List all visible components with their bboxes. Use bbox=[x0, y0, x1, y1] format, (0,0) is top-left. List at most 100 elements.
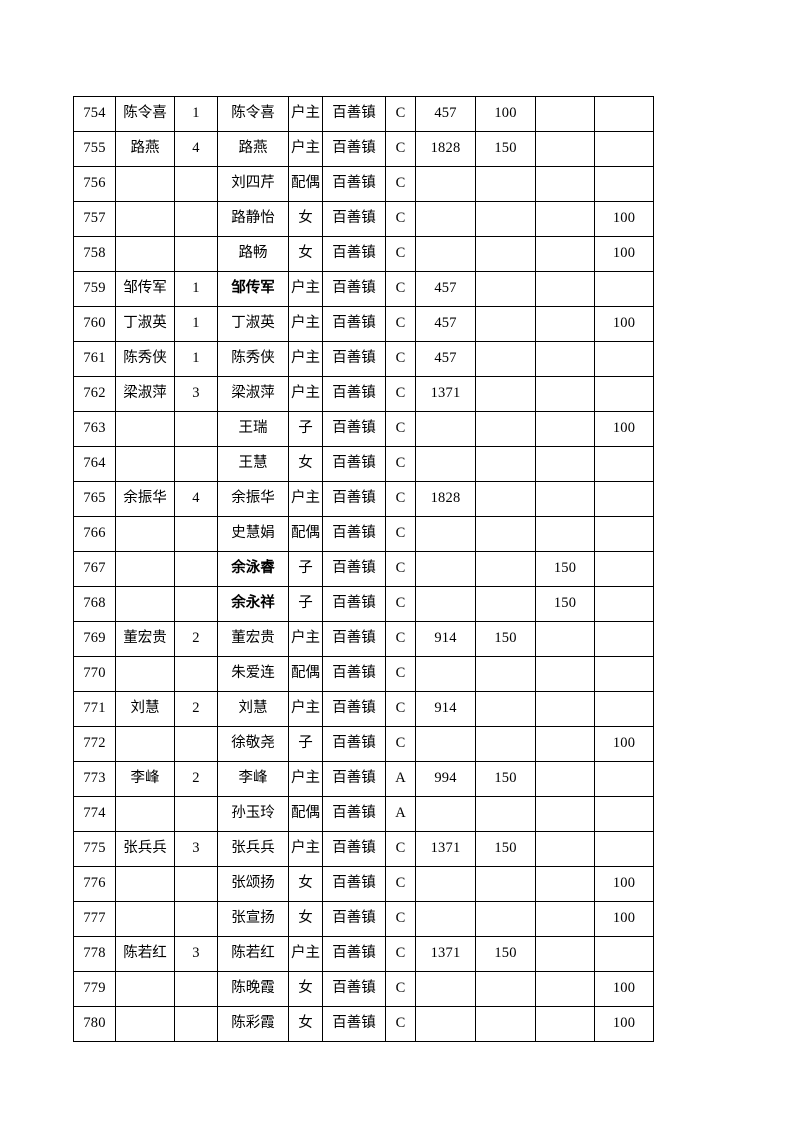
cell-town[interactable]: 百善镇 bbox=[322, 306, 386, 342]
cell-household-head[interactable]: 余振华 bbox=[115, 481, 175, 517]
cell-amount-a[interactable]: 457 bbox=[415, 306, 476, 342]
cell-category[interactable]: C bbox=[385, 411, 416, 447]
cell-seq[interactable]: 759 bbox=[73, 271, 116, 307]
cell-relation[interactable]: 户主 bbox=[288, 831, 323, 867]
cell-relation[interactable]: 子 bbox=[288, 586, 323, 622]
cell-seq[interactable]: 778 bbox=[73, 936, 116, 972]
cell-amount-a[interactable]: 994 bbox=[415, 761, 476, 797]
cell-town[interactable]: 百善镇 bbox=[322, 271, 386, 307]
cell-amount-a[interactable] bbox=[415, 411, 476, 447]
cell-amount-c[interactable] bbox=[535, 411, 595, 447]
cell-category[interactable]: C bbox=[385, 96, 416, 132]
cell-amount-c[interactable] bbox=[535, 341, 595, 377]
cell-amount-c[interactable] bbox=[535, 131, 595, 167]
cell-town[interactable]: 百善镇 bbox=[322, 971, 386, 1007]
cell-town[interactable]: 百善镇 bbox=[322, 131, 386, 167]
cell-amount-a[interactable] bbox=[415, 866, 476, 902]
cell-relation[interactable]: 户主 bbox=[288, 691, 323, 727]
cell-household-head[interactable]: 陈令喜 bbox=[115, 96, 175, 132]
cell-seq[interactable]: 780 bbox=[73, 1006, 116, 1042]
cell-member-name[interactable]: 陈彩霞 bbox=[217, 1006, 289, 1042]
cell-seq[interactable]: 762 bbox=[73, 376, 116, 412]
cell-seq[interactable]: 779 bbox=[73, 971, 116, 1007]
cell-household-size[interactable] bbox=[174, 901, 218, 937]
cell-member-name[interactable]: 张宣扬 bbox=[217, 901, 289, 937]
cell-member-name[interactable]: 陈秀侠 bbox=[217, 341, 289, 377]
cell-relation[interactable]: 户主 bbox=[288, 481, 323, 517]
cell-amount-a[interactable] bbox=[415, 656, 476, 692]
cell-amount-d[interactable] bbox=[594, 481, 654, 517]
cell-member-name[interactable]: 余泳睿 bbox=[217, 551, 289, 587]
cell-amount-d[interactable] bbox=[594, 761, 654, 797]
cell-amount-a[interactable]: 914 bbox=[415, 621, 476, 657]
cell-relation[interactable]: 户主 bbox=[288, 936, 323, 972]
cell-amount-d[interactable]: 100 bbox=[594, 201, 654, 237]
cell-seq[interactable]: 772 bbox=[73, 726, 116, 762]
cell-town[interactable]: 百善镇 bbox=[322, 796, 386, 832]
cell-household-head[interactable]: 邹传军 bbox=[115, 271, 175, 307]
cell-category[interactable]: C bbox=[385, 481, 416, 517]
cell-amount-c[interactable] bbox=[535, 726, 595, 762]
cell-amount-b[interactable] bbox=[475, 166, 536, 202]
cell-member-name[interactable]: 梁淑萍 bbox=[217, 376, 289, 412]
cell-household-size[interactable] bbox=[174, 236, 218, 272]
cell-household-size[interactable]: 4 bbox=[174, 481, 218, 517]
cell-household-head[interactable] bbox=[115, 796, 175, 832]
cell-town[interactable]: 百善镇 bbox=[322, 901, 386, 937]
cell-household-size[interactable] bbox=[174, 796, 218, 832]
cell-member-name[interactable]: 刘慧 bbox=[217, 691, 289, 727]
cell-seq[interactable]: 766 bbox=[73, 516, 116, 552]
cell-category[interactable]: C bbox=[385, 446, 416, 482]
cell-amount-b[interactable] bbox=[475, 796, 536, 832]
cell-household-head[interactable] bbox=[115, 866, 175, 902]
cell-relation[interactable]: 配偶 bbox=[288, 656, 323, 692]
cell-category[interactable]: C bbox=[385, 656, 416, 692]
cell-member-name[interactable]: 邹传军 bbox=[217, 271, 289, 307]
cell-relation[interactable]: 女 bbox=[288, 446, 323, 482]
cell-amount-a[interactable] bbox=[415, 236, 476, 272]
cell-household-head[interactable] bbox=[115, 446, 175, 482]
cell-household-size[interactable]: 3 bbox=[174, 936, 218, 972]
cell-seq[interactable]: 761 bbox=[73, 341, 116, 377]
cell-category[interactable]: C bbox=[385, 271, 416, 307]
cell-household-head[interactable] bbox=[115, 901, 175, 937]
cell-amount-d[interactable] bbox=[594, 131, 654, 167]
cell-amount-b[interactable]: 150 bbox=[475, 831, 536, 867]
cell-relation[interactable]: 户主 bbox=[288, 96, 323, 132]
cell-relation[interactable]: 配偶 bbox=[288, 516, 323, 552]
cell-category[interactable]: C bbox=[385, 621, 416, 657]
cell-relation[interactable]: 子 bbox=[288, 726, 323, 762]
cell-member-name[interactable]: 陈晚霞 bbox=[217, 971, 289, 1007]
cell-amount-a[interactable] bbox=[415, 586, 476, 622]
cell-household-size[interactable]: 4 bbox=[174, 131, 218, 167]
cell-amount-c[interactable]: 150 bbox=[535, 551, 595, 587]
cell-amount-b[interactable]: 150 bbox=[475, 936, 536, 972]
cell-amount-d[interactable] bbox=[594, 936, 654, 972]
cell-member-name[interactable]: 徐敬尧 bbox=[217, 726, 289, 762]
cell-seq[interactable]: 777 bbox=[73, 901, 116, 937]
cell-household-size[interactable]: 1 bbox=[174, 306, 218, 342]
cell-category[interactable]: C bbox=[385, 236, 416, 272]
cell-household-size[interactable] bbox=[174, 1006, 218, 1042]
cell-town[interactable]: 百善镇 bbox=[322, 341, 386, 377]
cell-amount-c[interactable] bbox=[535, 481, 595, 517]
cell-category[interactable]: C bbox=[385, 971, 416, 1007]
cell-relation[interactable]: 女 bbox=[288, 201, 323, 237]
cell-amount-d[interactable] bbox=[594, 691, 654, 727]
cell-household-head[interactable] bbox=[115, 166, 175, 202]
cell-category[interactable]: C bbox=[385, 131, 416, 167]
cell-seq[interactable]: 767 bbox=[73, 551, 116, 587]
cell-seq[interactable]: 757 bbox=[73, 201, 116, 237]
cell-amount-c[interactable]: 150 bbox=[535, 586, 595, 622]
cell-amount-a[interactable]: 914 bbox=[415, 691, 476, 727]
cell-category[interactable]: C bbox=[385, 586, 416, 622]
cell-amount-a[interactable] bbox=[415, 796, 476, 832]
cell-household-size[interactable] bbox=[174, 551, 218, 587]
cell-amount-c[interactable] bbox=[535, 1006, 595, 1042]
cell-category[interactable]: A bbox=[385, 761, 416, 797]
cell-amount-b[interactable] bbox=[475, 411, 536, 447]
cell-amount-a[interactable] bbox=[415, 446, 476, 482]
cell-amount-d[interactable] bbox=[594, 831, 654, 867]
cell-relation[interactable]: 子 bbox=[288, 411, 323, 447]
cell-amount-d[interactable]: 100 bbox=[594, 901, 654, 937]
